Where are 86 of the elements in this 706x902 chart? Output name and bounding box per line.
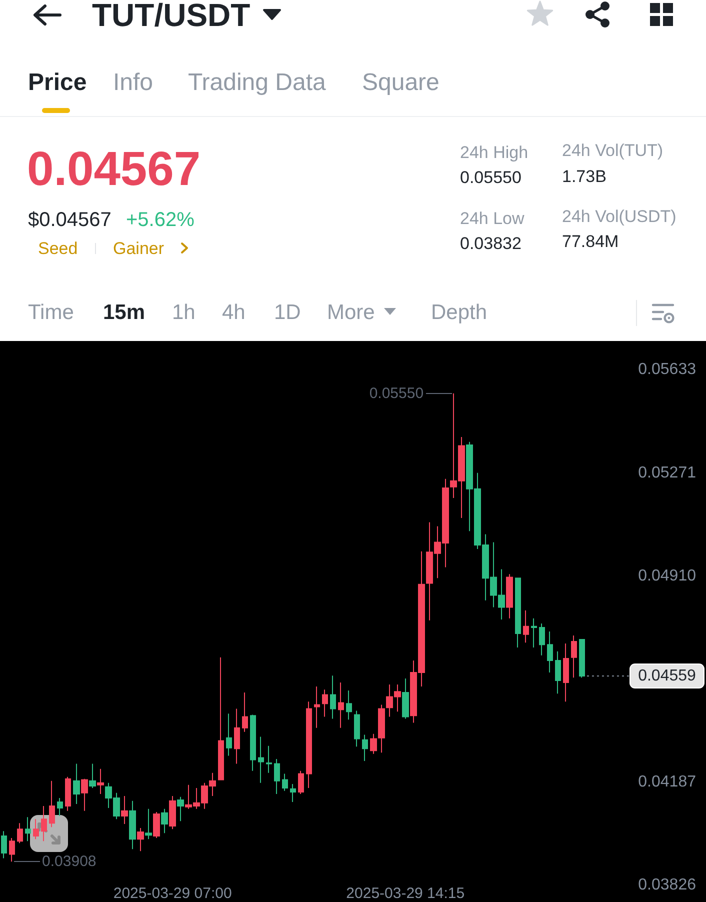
ref-line-label: 0.04559 [638,667,696,684]
text: $0.04567 [28,208,112,232]
candlestick [571,634,577,678]
y-tick-label: 0.03826 [638,876,696,894]
text: 4h [222,300,246,326]
text: Square [362,68,440,98]
candlestick [89,763,96,789]
candlestick [346,690,352,720]
candlestick [234,708,240,764]
candlestick [314,686,320,728]
candlestick [258,736,264,784]
text: 0.05550 [460,166,522,188]
text: Price [28,68,87,98]
candlestick [282,773,288,792]
text: 24h Low [460,208,524,228]
text: 24h Vol(TUT) [562,140,664,160]
text: 77.84M [562,230,619,252]
text: More [327,300,375,326]
candlestick [242,692,248,732]
candlestick [81,778,88,812]
x-tick-label: 2025-03-29 14:15 [346,885,465,902]
x-tick-label: 2025-03-29 07:00 [113,885,232,902]
candlestick [41,806,47,842]
y-tick-label: 0.05271 [638,464,696,482]
candlestick [298,770,304,795]
candlestick [226,713,232,756]
candlestick [97,768,104,795]
candlestick [515,578,521,648]
candlestick [17,822,23,844]
text: 0.04567 [27,142,201,198]
candlestick [137,827,144,852]
candlestick [402,678,409,720]
candlestick [274,758,280,795]
text: Gainer [113,238,164,258]
candlestick [25,816,31,842]
candlestick [73,763,80,805]
candlestick [523,610,529,644]
y-tick-label: 0.05633 [638,361,696,378]
candlestick [531,618,537,648]
candlestick [330,675,336,720]
candlestick [266,745,272,774]
candlestick [129,800,136,850]
y-tick-label: 0.04910 [638,567,696,584]
text: 15m [103,300,146,326]
candlestick [169,796,176,830]
candlestick [153,811,160,838]
candlestick [250,714,256,772]
candlestick [161,808,168,834]
text: 1.73B [562,166,606,186]
candlestick [121,796,128,824]
candlestick [563,642,569,702]
candlestick [555,650,561,694]
candlestick [338,682,344,728]
text: 1h [172,300,196,326]
text: Seed [38,238,78,258]
text: 1D [274,300,301,326]
candlestick [506,574,513,619]
annotation: 0.05550 [369,384,424,402]
text: 24h Vol(USDT) [562,206,676,226]
candlestick [145,808,152,840]
text: 0.03832 [460,232,522,254]
candlestick [177,796,184,822]
candlestick [322,689,328,718]
candlestick [57,798,63,816]
text: Trading Data [188,68,326,98]
candlestick [362,734,368,762]
text: Time [28,300,74,326]
candlestick [354,710,360,748]
y-tick-label: 0.04187 [638,774,696,791]
chart-title: TUT/USDT [92,0,250,35]
candlestick [9,837,15,862]
candlestick [306,701,312,789]
text: +5.62% [126,208,194,232]
text: Info [113,68,154,98]
candlestick [33,818,39,840]
candlestick [1,830,7,859]
annotation: 0.03908 [42,853,96,870]
candlestick [539,622,545,656]
candlestick [49,780,55,828]
text: Depth [431,300,488,326]
candlestick [579,638,585,678]
text: 24h High [460,142,528,162]
candlestick [65,776,71,812]
candlestick [547,630,553,674]
candlestick [290,784,296,803]
candlestick [218,656,224,780]
